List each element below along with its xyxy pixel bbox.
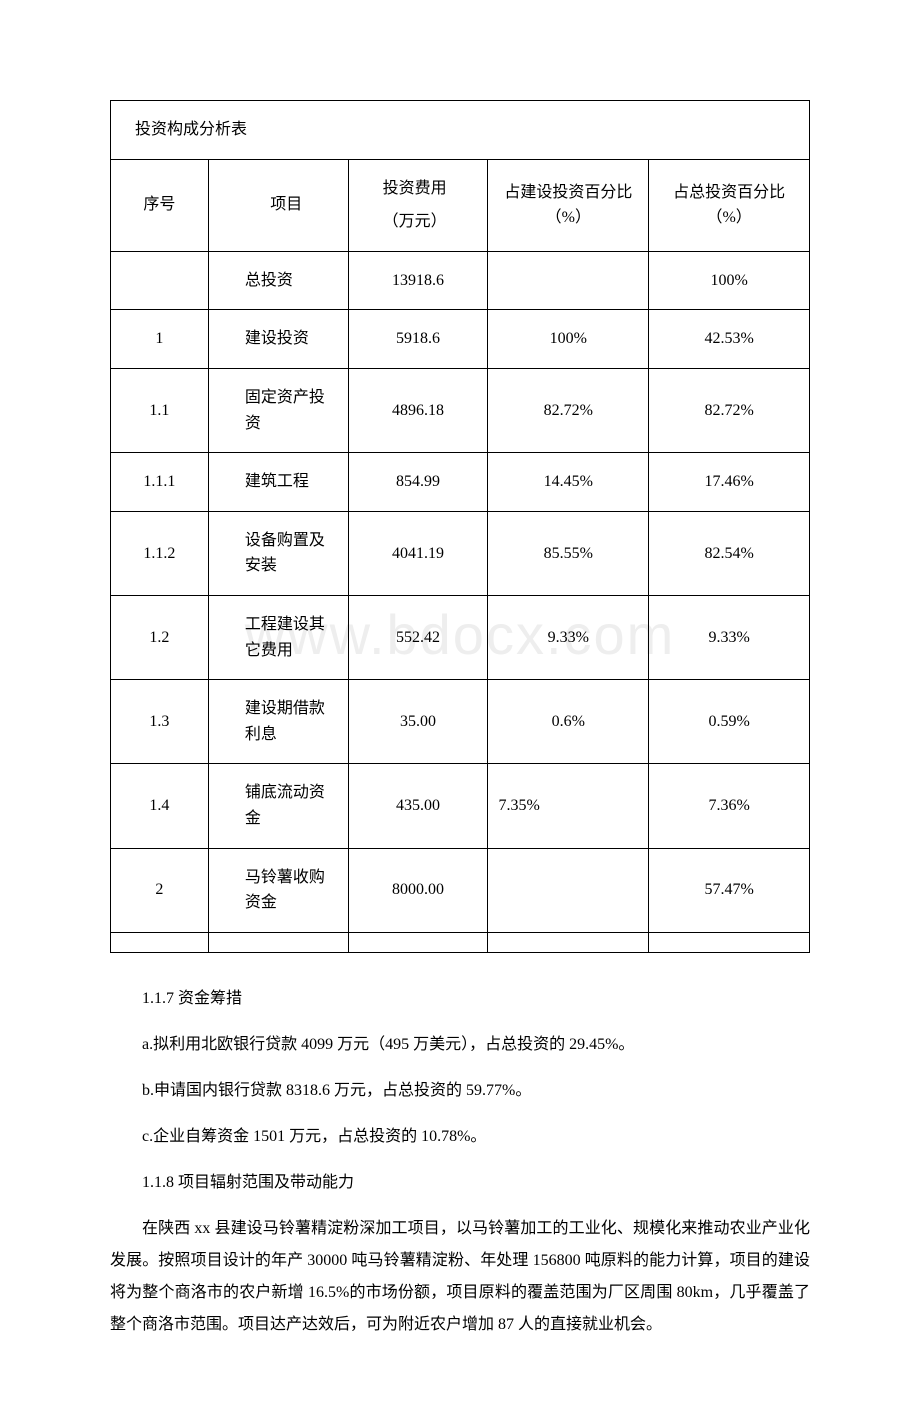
- paragraph-c: c.企业自筹资金 1501 万元，占总投资的 10.78%。: [110, 1121, 810, 1153]
- cell-seq: 1.1.2: [111, 511, 209, 595]
- cell-amount: 854.99: [348, 453, 488, 512]
- empty-cell: [208, 932, 348, 952]
- cell-amount: 35.00: [348, 680, 488, 764]
- header-amount-l2: （万元）: [359, 209, 480, 235]
- cell-seq: 1.1: [111, 368, 209, 452]
- table-row: 1.2 工程建设其它费用 552.42 9.33% 9.33%: [111, 595, 810, 679]
- header-item: 项目: [208, 159, 348, 251]
- table-row: 1.4 铺底流动资金 435.00 7.35% 7.36%: [111, 764, 810, 848]
- cell-amount: 552.42: [348, 595, 488, 679]
- header-amount: 投资费用 （万元）: [348, 159, 488, 251]
- cell-seq: [111, 251, 209, 310]
- cell-pct1: 9.33%: [488, 595, 649, 679]
- header-pct2: 占总投资百分比 （%）: [649, 159, 810, 251]
- cell-item: 建设期借款利息: [208, 680, 348, 764]
- paragraph-a: a.拟利用北欧银行贷款 4099 万元（495 万美元），占总投资的 29.45…: [110, 1029, 810, 1061]
- table-row: 1 建设投资 5918.6 100% 42.53%: [111, 310, 810, 369]
- cell-seq: 1: [111, 310, 209, 369]
- header-pct2-l2: （%）: [657, 205, 801, 231]
- cell-pct2: 82.72%: [649, 368, 810, 452]
- cell-pct2: 17.46%: [649, 453, 810, 512]
- cell-item: 固定资产投资: [208, 368, 348, 452]
- table-row: 2 马铃薯收购资金 8000.00 57.47%: [111, 848, 810, 932]
- cell-seq: 1.1.1: [111, 453, 209, 512]
- cell-pct1: [488, 251, 649, 310]
- empty-cell: [488, 932, 649, 952]
- cell-pct1: 7.35%: [488, 764, 649, 848]
- table-row: 1.1 固定资产投资 4896.18 82.72% 82.72%: [111, 368, 810, 452]
- cell-pct1: 100%: [488, 310, 649, 369]
- cell-seq: 2: [111, 848, 209, 932]
- empty-cell: [348, 932, 488, 952]
- header-amount-l1: 投资费用: [359, 176, 480, 202]
- table-row: 1.1.1 建筑工程 854.99 14.45% 17.46%: [111, 453, 810, 512]
- table-title-row: 投资构成分析表: [111, 101, 810, 160]
- cell-amount: 4896.18: [348, 368, 488, 452]
- header-pct1-l1: 占建设投资百分比: [496, 180, 640, 206]
- section-heading-118: 1.1.8 项目辐射范围及带动能力: [110, 1167, 810, 1199]
- paragraph-b: b.申请国内银行贷款 8318.6 万元，占总投资的 59.77%。: [110, 1075, 810, 1107]
- table-header-row: 序号 项目 投资费用 （万元） 占建设投资百分比 （%） 占总投资百分比 （%）: [111, 159, 810, 251]
- paragraph-body: 在陕西 xx 县建设马铃薯精淀粉深加工项目，以马铃薯加工的工业化、规模化来推动农…: [110, 1213, 810, 1341]
- cell-item: 总投资: [208, 251, 348, 310]
- cell-item: 设备购置及安装: [208, 511, 348, 595]
- cell-pct2: 7.36%: [649, 764, 810, 848]
- header-seq: 序号: [111, 159, 209, 251]
- cell-item: 建筑工程: [208, 453, 348, 512]
- cell-pct1: 0.6%: [488, 680, 649, 764]
- table-row: 总投资 13918.6 100%: [111, 251, 810, 310]
- cell-pct1: 14.45%: [488, 453, 649, 512]
- cell-item: 建设投资: [208, 310, 348, 369]
- empty-cell: [649, 932, 810, 952]
- cell-pct2: 100%: [649, 251, 810, 310]
- table-row: 1.3 建设期借款利息 35.00 0.6% 0.59%: [111, 680, 810, 764]
- cell-pct2: 0.59%: [649, 680, 810, 764]
- header-pct1-l2: （%）: [496, 205, 640, 231]
- cell-item: 工程建设其它费用: [208, 595, 348, 679]
- cell-pct1: 85.55%: [488, 511, 649, 595]
- cell-amount: 8000.00: [348, 848, 488, 932]
- investment-table: 投资构成分析表 序号 项目 投资费用 （万元） 占建设投资百分比 （%） 占总投…: [110, 100, 810, 953]
- table-empty-row: [111, 932, 810, 952]
- cell-amount: 435.00: [348, 764, 488, 848]
- cell-amount: 4041.19: [348, 511, 488, 595]
- cell-amount: 5918.6: [348, 310, 488, 369]
- empty-cell: [111, 932, 209, 952]
- table-title: 投资构成分析表: [111, 101, 810, 160]
- cell-pct1: 82.72%: [488, 368, 649, 452]
- cell-seq: 1.2: [111, 595, 209, 679]
- section-heading-117: 1.1.7 资金筹措: [110, 983, 810, 1015]
- cell-pct2: 82.54%: [649, 511, 810, 595]
- cell-amount: 13918.6: [348, 251, 488, 310]
- header-pct2-l1: 占总投资百分比: [657, 180, 801, 206]
- cell-pct2: 9.33%: [649, 595, 810, 679]
- header-pct1: 占建设投资百分比 （%）: [488, 159, 649, 251]
- cell-item: 铺底流动资金: [208, 764, 348, 848]
- cell-pct1: [488, 848, 649, 932]
- cell-item: 马铃薯收购资金: [208, 848, 348, 932]
- cell-seq: 1.4: [111, 764, 209, 848]
- table-row: 1.1.2 设备购置及安装 4041.19 85.55% 82.54%: [111, 511, 810, 595]
- cell-pct2: 57.47%: [649, 848, 810, 932]
- cell-pct2: 42.53%: [649, 310, 810, 369]
- cell-seq: 1.3: [111, 680, 209, 764]
